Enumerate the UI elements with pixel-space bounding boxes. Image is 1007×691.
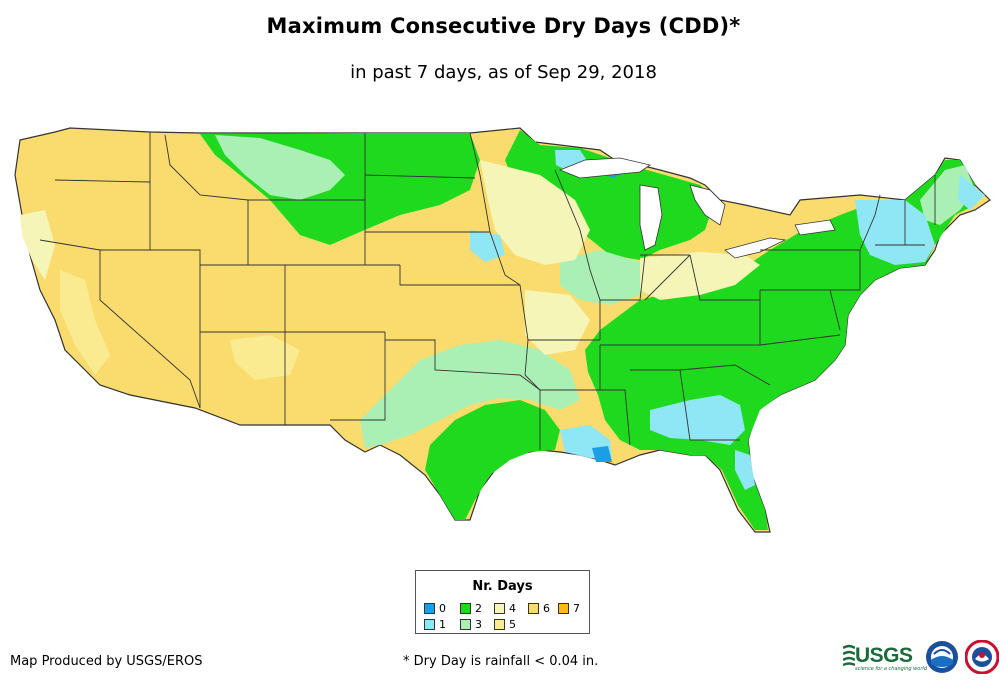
legend-swatch [494,619,505,630]
region-2-days-texas [425,400,560,520]
legend-title: Nr. Days [472,579,533,594]
usgs-wave-icon [843,644,855,666]
region-0-day-gulf [592,446,612,462]
region-4-days-ohio-valley [640,252,760,300]
legend-item-0: 0 [424,603,446,615]
legend-swatch [460,603,471,614]
region-4-days-central [480,160,590,265]
state-boundaries [39,132,936,450]
legend-label: 6 [543,602,550,615]
us-dry-days-map [14,127,991,533]
legend-label: 2 [475,602,482,615]
legend-label: 1 [439,618,446,631]
region-3-days-montana [215,135,345,200]
map-credit: Map Produced by USGS/EROS [10,654,203,669]
region-1-day-florida [735,450,755,490]
nws-logo-icon [965,640,999,674]
region-4-days-california [60,270,110,375]
legend-item-2: 2 [460,603,482,615]
region-3-days-south-plains [360,340,580,448]
legend-swatch [528,603,539,614]
region-1-day-ny [855,200,935,265]
usgs-logo: USGS [855,644,913,667]
legend-item-1: 1 [424,619,446,631]
region-4-days-missouri [525,290,590,355]
legend-item-5: 5 [494,619,516,631]
legend-swatch [424,619,435,630]
legend-item-4: 4 [494,603,516,615]
legend-label: 4 [509,602,516,615]
legend-item-3: 3 [460,619,482,631]
region-4-days-pacific [20,210,55,280]
legend-swatch [494,603,505,614]
legend-label: 3 [475,618,482,631]
lake-ontario [794,219,836,236]
lake-michigan [639,184,663,251]
lake-superior [558,157,651,179]
legend-label: 5 [509,618,516,631]
legend-swatch [558,603,569,614]
legend-label: 0 [439,602,446,615]
usgs-tagline: science for a changing world [855,666,927,672]
region-5-days-arizona [230,335,300,380]
legend-swatch [460,619,471,630]
noaa-logo-icon [926,641,958,673]
agency-logos: USGS science for a changing world [843,638,1003,678]
region-1-day-maine [958,175,985,210]
map-subtitle: in past 7 days, as of Sep 29, 2018 [350,62,657,83]
region-1-day-southeast [650,395,745,445]
legend-label: 7 [573,602,580,615]
legend-item-6: 6 [528,603,550,615]
region-3-days-midwest [560,250,660,305]
lake-erie [724,237,787,259]
map-title: Maximum Consecutive Dry Days (CDD)* [266,14,741,38]
region-1-day-minnesota [470,230,505,262]
legend-swatch [424,603,435,614]
lake-huron [689,184,726,226]
dry-day-footnote: * Dry Day is rainfall < 0.04 in. [403,654,599,669]
legend-item-7: 7 [558,603,580,615]
legend: Nr. Days 0 1 2 3 4 5 6 7 [415,570,590,634]
